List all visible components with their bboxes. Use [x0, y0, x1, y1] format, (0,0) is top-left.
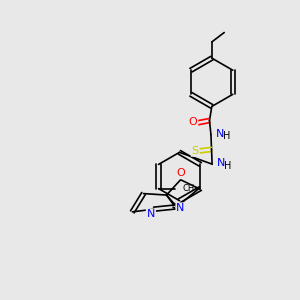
Text: N: N: [147, 209, 155, 220]
Text: H: H: [224, 161, 232, 171]
Text: H: H: [223, 131, 230, 142]
Text: CH₃: CH₃: [183, 184, 199, 193]
Text: N: N: [216, 128, 224, 139]
Text: O: O: [177, 168, 186, 178]
Text: N: N: [176, 203, 185, 213]
Text: S: S: [191, 146, 199, 156]
Text: N: N: [217, 158, 225, 168]
Text: O: O: [189, 117, 197, 127]
